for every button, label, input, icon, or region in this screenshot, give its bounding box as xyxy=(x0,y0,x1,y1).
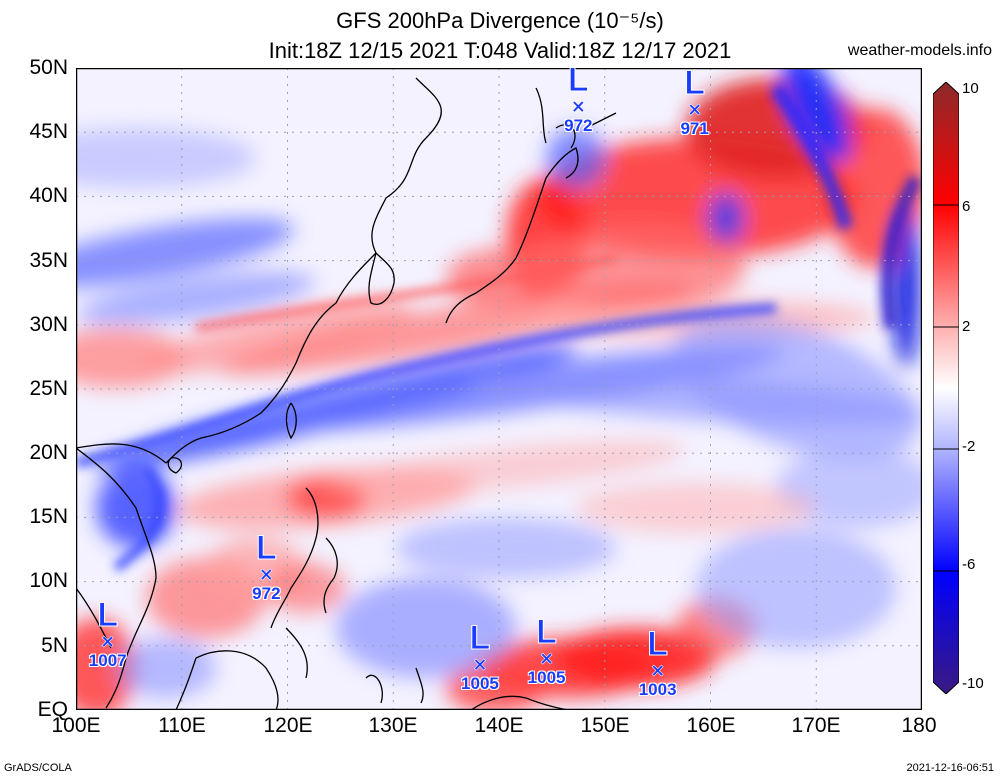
low-pressure-value: 971 xyxy=(680,119,709,139)
lon-label-180: 180 xyxy=(901,714,937,737)
low-letter: L xyxy=(567,60,589,99)
map-frame xyxy=(76,68,922,710)
low-pressure-value: 972 xyxy=(564,115,593,135)
low-center-mark: × xyxy=(473,652,487,678)
lat-label-30n: 30N xyxy=(29,313,68,336)
low-letter: L xyxy=(536,612,558,651)
lat-label-eq: EQ xyxy=(37,698,68,721)
low-marker: L × 972 xyxy=(252,531,280,603)
low-letter: L xyxy=(97,595,119,634)
low-marker: L × 1005 xyxy=(461,621,499,693)
low-letter: L xyxy=(647,625,669,664)
low-letter: L xyxy=(469,619,491,658)
low-marker: L × 1003 xyxy=(639,627,677,699)
low-pressure-value: 1003 xyxy=(638,680,677,700)
divergence-map xyxy=(76,68,922,710)
lon-label-150e: 150E xyxy=(580,714,630,737)
chart-title-line2: Init:18Z 12/15 2021 T:048 Valid:18Z 12/1… xyxy=(268,38,732,63)
low-letter: L xyxy=(255,529,277,568)
colorbar-tick-2: 2 xyxy=(962,318,971,335)
lon-label-140e: 140E xyxy=(474,714,524,737)
lat-label-35n: 35N xyxy=(29,249,68,272)
graticule xyxy=(76,68,922,710)
low-pressure-value: 972 xyxy=(252,584,281,604)
lon-label-110e: 110E xyxy=(158,714,206,737)
low-letter: L xyxy=(684,64,706,103)
lon-label-160e: 160E xyxy=(686,714,736,737)
low-pressure-value: 1005 xyxy=(461,674,499,694)
lat-label-25n: 25N xyxy=(29,377,68,400)
lat-label-40n: 40N xyxy=(29,184,68,207)
low-center-mark: × xyxy=(101,628,115,654)
low-marker: L × 972 xyxy=(564,60,593,135)
footer-software-label: GrADS/COLA xyxy=(4,762,72,774)
lat-label-15n: 15N xyxy=(29,505,68,528)
footer-timestamp: 2021-12-16-06:51 xyxy=(906,762,994,774)
low-center-mark: × xyxy=(688,97,702,123)
lon-label-170e: 170E xyxy=(791,714,841,737)
low-pressure-value: 1007 xyxy=(88,650,127,670)
low-pressure-value: 1005 xyxy=(527,667,566,687)
colorbar xyxy=(933,82,959,694)
low-center-mark: × xyxy=(259,562,273,588)
colorbar-tick-neg10: -10 xyxy=(962,675,984,692)
coastlines xyxy=(76,77,617,710)
colorbar-tick-neg6: -6 xyxy=(962,556,976,573)
colorbar-tick-neg2: -2 xyxy=(962,438,976,455)
lat-label-10n: 10N xyxy=(29,569,68,592)
low-center-mark: × xyxy=(571,93,585,119)
lon-label-120e: 120E xyxy=(263,714,313,737)
lon-label-100e: 100E xyxy=(51,714,101,737)
low-marker: L × 1005 xyxy=(527,612,566,687)
low-center-mark: × xyxy=(651,658,665,684)
low-center-mark: × xyxy=(540,645,554,671)
lat-label-45n: 45N xyxy=(29,120,68,143)
lon-label-130e: 130E xyxy=(368,714,418,737)
low-marker: L × 1007 xyxy=(88,595,127,670)
chart-title-line1: GFS 200hPa Divergence (10⁻⁵/s) xyxy=(336,8,664,33)
lat-label-20n: 20N xyxy=(29,441,68,464)
lat-label-5n: 5N xyxy=(41,634,68,657)
colorbar-tick-6: 6 xyxy=(962,198,971,215)
site-label: weather-models.info xyxy=(847,42,992,59)
colorbar-tick-10: 10 xyxy=(962,80,979,97)
low-marker: L × 971 xyxy=(680,66,708,138)
lat-label-50n: 50N xyxy=(29,56,68,79)
